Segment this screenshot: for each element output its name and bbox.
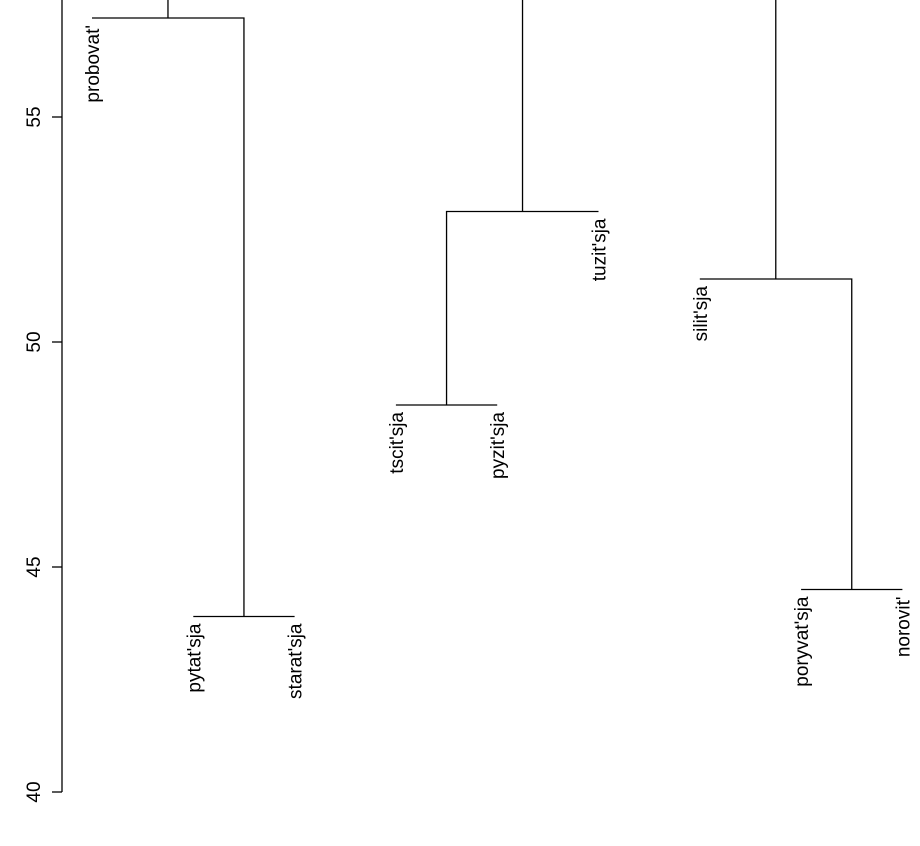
dendrogram-branch: [167, 0, 524, 212]
leaf-label: starat'sja: [286, 623, 307, 699]
leaf-label: silit'sja: [691, 286, 712, 342]
y-tick-label: 55: [24, 106, 45, 127]
y-tick-label: 50: [24, 331, 45, 352]
dendrogram-branch: [445, 210, 599, 405]
y-axis: 40455055606570: [24, 0, 63, 803]
leaf-labels: probovat' pytat'sja starat'sja tscit'sja pyz…: [83, 25, 914, 699]
dendrogram-branch: [92, 17, 245, 617]
y-tick-label: 40: [24, 781, 45, 802]
leaf-label: norovit': [893, 597, 914, 658]
y-tick-label: 45: [24, 556, 45, 577]
leaf-label: pyzit'sja: [488, 412, 509, 479]
leaf-label: tuzit'sja: [590, 218, 611, 281]
dendrogram-branches: [92, 0, 903, 618]
leaf-label: pytat'sja: [184, 623, 205, 693]
leaf-label: probovat': [83, 25, 104, 103]
leaf-label: poryvat'sja: [792, 596, 813, 687]
leaf-label: tscit'sja: [387, 412, 408, 474]
dendrogram-branch: [699, 278, 853, 590]
dendrogram-branch: [775, 0, 777, 279]
